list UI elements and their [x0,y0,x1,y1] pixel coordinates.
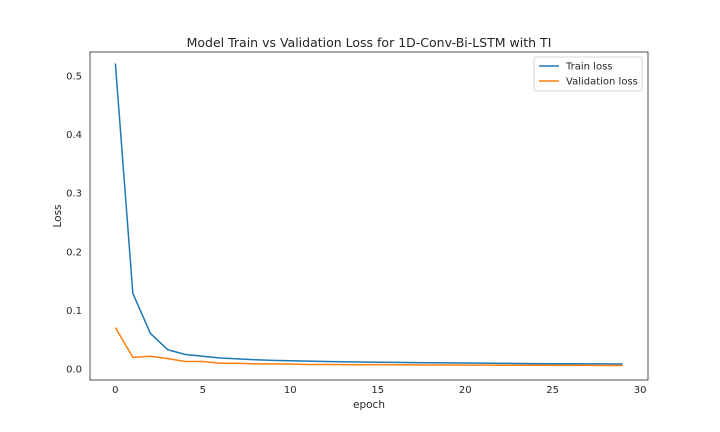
legend: Train loss Validation loss [533,56,643,92]
chart-title: Model Train vs Validation Loss for 1D-Co… [187,35,552,50]
x-axis-label: epoch [353,399,385,411]
x-tick-label: 15 [371,385,384,396]
x-tick-label: 10 [284,385,297,396]
plot-frame [89,51,649,381]
y-axis-label: Loss [52,204,64,227]
y-tick-label: 0.0 [66,365,82,376]
legend-box [533,56,643,92]
legend-label: Validation loss [566,77,638,88]
series-lines [114,63,623,367]
x-tick-label: 0 [112,385,118,396]
series-line-1 [114,327,623,367]
y-tick-label: 0.2 [66,247,82,258]
legend-label: Train loss [565,62,613,73]
y-tick-label: 0.1 [66,306,82,317]
series-line-0 [114,63,623,365]
y-tick-label: 0.5 [66,71,82,82]
x-tick-label: 20 [459,385,472,396]
x-tick-label: 25 [546,385,559,396]
x-tick-label: 5 [200,385,206,396]
axis-ticks: 0 5 10 15 20 25 30 0.0 0.1 0.2 0.3 0.4 0.5 [66,71,646,396]
y-tick-label: 0.4 [66,130,82,141]
x-tick-label: 30 [634,385,647,396]
y-tick-label: 0.3 [66,189,82,200]
